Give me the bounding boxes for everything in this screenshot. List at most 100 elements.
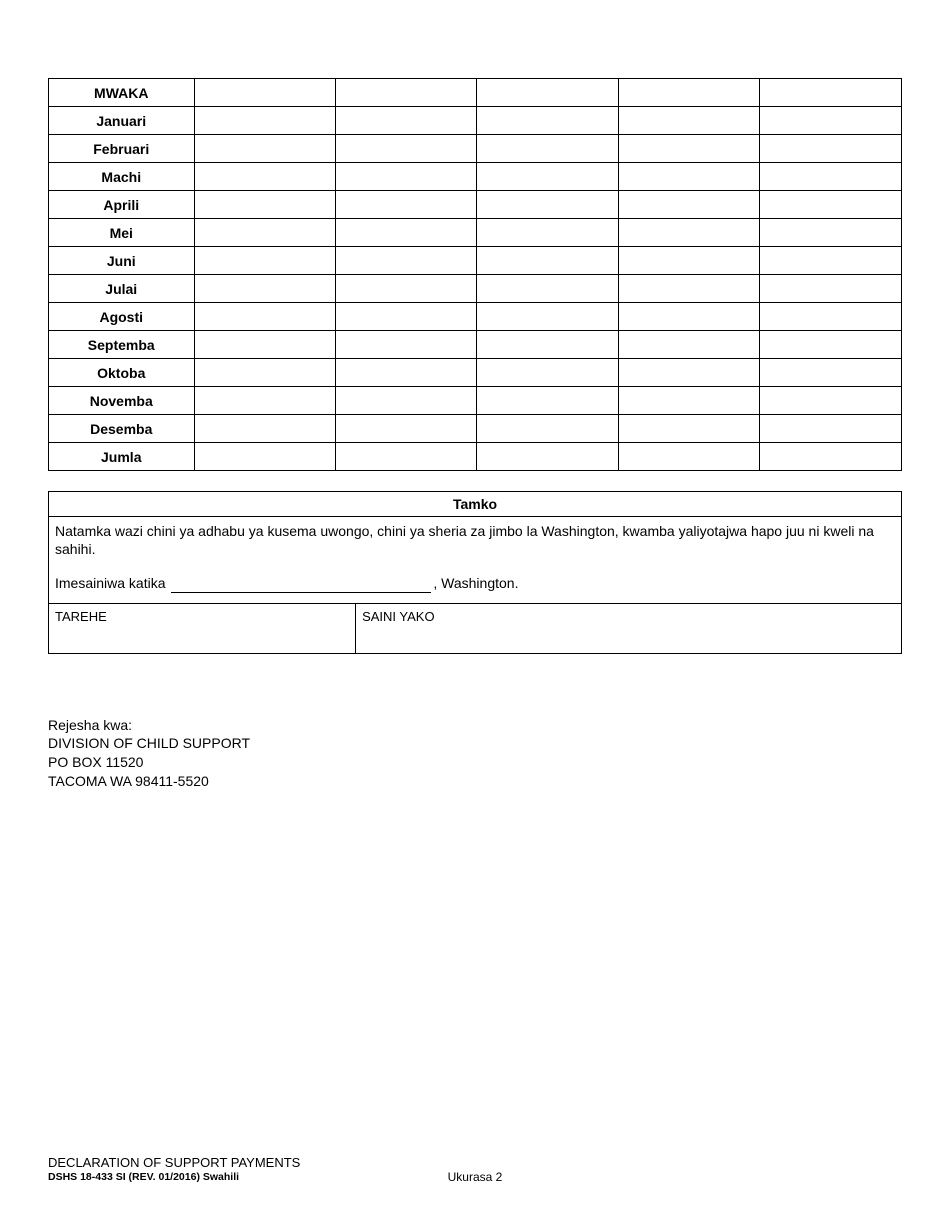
amount-input-cell[interactable] xyxy=(194,247,335,275)
amount-input-cell[interactable] xyxy=(760,191,902,219)
amount-input-cell[interactable] xyxy=(760,135,902,163)
table-row: Februari xyxy=(49,135,902,163)
amount-input-cell[interactable] xyxy=(194,163,335,191)
amount-input-cell[interactable] xyxy=(760,275,902,303)
amount-input-cell[interactable] xyxy=(335,163,476,191)
amount-input-cell[interactable] xyxy=(618,359,759,387)
amount-input-cell[interactable] xyxy=(194,359,335,387)
months-table: MWAKAJanuariFebruariMachiApriliMeiJuniJu… xyxy=(48,78,902,471)
amount-input-cell[interactable] xyxy=(194,415,335,443)
table-row: Juni xyxy=(49,247,902,275)
amount-input-cell[interactable] xyxy=(618,331,759,359)
amount-input-cell[interactable] xyxy=(477,275,618,303)
amount-input-cell[interactable] xyxy=(194,135,335,163)
year-input-cell[interactable] xyxy=(477,79,618,107)
amount-input-cell[interactable] xyxy=(335,191,476,219)
amount-input-cell[interactable] xyxy=(477,415,618,443)
amount-input-cell[interactable] xyxy=(760,107,902,135)
amount-input-cell[interactable] xyxy=(760,219,902,247)
footer-page-number: Ukurasa 2 xyxy=(48,1170,902,1184)
amount-input-cell[interactable] xyxy=(477,219,618,247)
return-line1: DIVISION OF CHILD SUPPORT xyxy=(48,734,902,753)
return-line2: PO BOX 11520 xyxy=(48,753,902,772)
amount-input-cell[interactable] xyxy=(194,219,335,247)
amount-input-cell[interactable] xyxy=(335,443,476,471)
declaration-table: Tamko Natamka wazi chini ya adhabu ya ku… xyxy=(48,491,902,654)
month-label-cell: Februari xyxy=(49,135,195,163)
amount-input-cell[interactable] xyxy=(618,303,759,331)
amount-input-cell[interactable] xyxy=(477,135,618,163)
amount-input-cell[interactable] xyxy=(618,107,759,135)
month-label-cell: Jumla xyxy=(49,443,195,471)
signed-suffix: , Washington. xyxy=(433,575,518,591)
amount-input-cell[interactable] xyxy=(477,303,618,331)
amount-input-cell[interactable] xyxy=(335,247,476,275)
date-label: TAREHE xyxy=(55,609,107,624)
amount-input-cell[interactable] xyxy=(760,359,902,387)
amount-input-cell[interactable] xyxy=(335,331,476,359)
table-row: Desemba xyxy=(49,415,902,443)
amount-input-cell[interactable] xyxy=(618,247,759,275)
amount-input-cell[interactable] xyxy=(194,303,335,331)
month-label-cell: Mei xyxy=(49,219,195,247)
amount-input-cell[interactable] xyxy=(618,275,759,303)
amount-input-cell[interactable] xyxy=(335,107,476,135)
amount-input-cell[interactable] xyxy=(760,331,902,359)
table-row: Aprili xyxy=(49,191,902,219)
amount-input-cell[interactable] xyxy=(477,443,618,471)
amount-input-cell[interactable] xyxy=(477,247,618,275)
return-line3: TACOMA WA 98411-5520 xyxy=(48,772,902,791)
table-row: Agosti xyxy=(49,303,902,331)
amount-input-cell[interactable] xyxy=(618,415,759,443)
amount-input-cell[interactable] xyxy=(477,163,618,191)
amount-input-cell[interactable] xyxy=(477,387,618,415)
declaration-body-cell: Natamka wazi chini ya adhabu ya kusema u… xyxy=(49,517,902,604)
amount-input-cell[interactable] xyxy=(335,219,476,247)
amount-input-cell[interactable] xyxy=(760,443,902,471)
amount-input-cell[interactable] xyxy=(477,191,618,219)
table-row: Julai xyxy=(49,275,902,303)
amount-input-cell[interactable] xyxy=(194,191,335,219)
amount-input-cell[interactable] xyxy=(760,163,902,191)
amount-input-cell[interactable] xyxy=(618,387,759,415)
amount-input-cell[interactable] xyxy=(760,303,902,331)
month-label-cell: Aprili xyxy=(49,191,195,219)
amount-input-cell[interactable] xyxy=(618,135,759,163)
month-label-cell: Machi xyxy=(49,163,195,191)
date-cell[interactable]: TAREHE xyxy=(49,603,356,653)
amount-input-cell[interactable] xyxy=(335,275,476,303)
amount-input-cell[interactable] xyxy=(194,443,335,471)
amount-input-cell[interactable] xyxy=(618,191,759,219)
amount-input-cell[interactable] xyxy=(760,247,902,275)
year-input-cell[interactable] xyxy=(194,79,335,107)
month-label-cell: Novemba xyxy=(49,387,195,415)
month-label-cell: Januari xyxy=(49,107,195,135)
amount-input-cell[interactable] xyxy=(760,415,902,443)
amount-input-cell[interactable] xyxy=(335,303,476,331)
year-input-cell[interactable] xyxy=(760,79,902,107)
amount-input-cell[interactable] xyxy=(194,331,335,359)
table-row: Mei xyxy=(49,219,902,247)
amount-input-cell[interactable] xyxy=(618,443,759,471)
amount-input-cell[interactable] xyxy=(194,275,335,303)
amount-input-cell[interactable] xyxy=(618,163,759,191)
amount-input-cell[interactable] xyxy=(335,359,476,387)
amount-input-cell[interactable] xyxy=(618,219,759,247)
amount-input-cell[interactable] xyxy=(194,387,335,415)
return-address: Rejesha kwa: DIVISION OF CHILD SUPPORT P… xyxy=(48,716,902,792)
signed-prefix: Imesainiwa katika xyxy=(55,575,166,591)
page-footer: DECLARATION OF SUPPORT PAYMENTS DSHS 18-… xyxy=(48,1155,902,1184)
signature-cell[interactable]: SAINI YAKO xyxy=(356,603,902,653)
amount-input-cell[interactable] xyxy=(477,107,618,135)
form-page: MWAKAJanuariFebruariMachiApriliMeiJuniJu… xyxy=(0,0,950,1230)
amount-input-cell[interactable] xyxy=(477,359,618,387)
amount-input-cell[interactable] xyxy=(477,331,618,359)
amount-input-cell[interactable] xyxy=(335,135,476,163)
amount-input-cell[interactable] xyxy=(335,415,476,443)
signed-city-input[interactable] xyxy=(171,579,431,593)
year-input-cell[interactable] xyxy=(618,79,759,107)
year-input-cell[interactable] xyxy=(335,79,476,107)
amount-input-cell[interactable] xyxy=(760,387,902,415)
amount-input-cell[interactable] xyxy=(335,387,476,415)
amount-input-cell[interactable] xyxy=(194,107,335,135)
